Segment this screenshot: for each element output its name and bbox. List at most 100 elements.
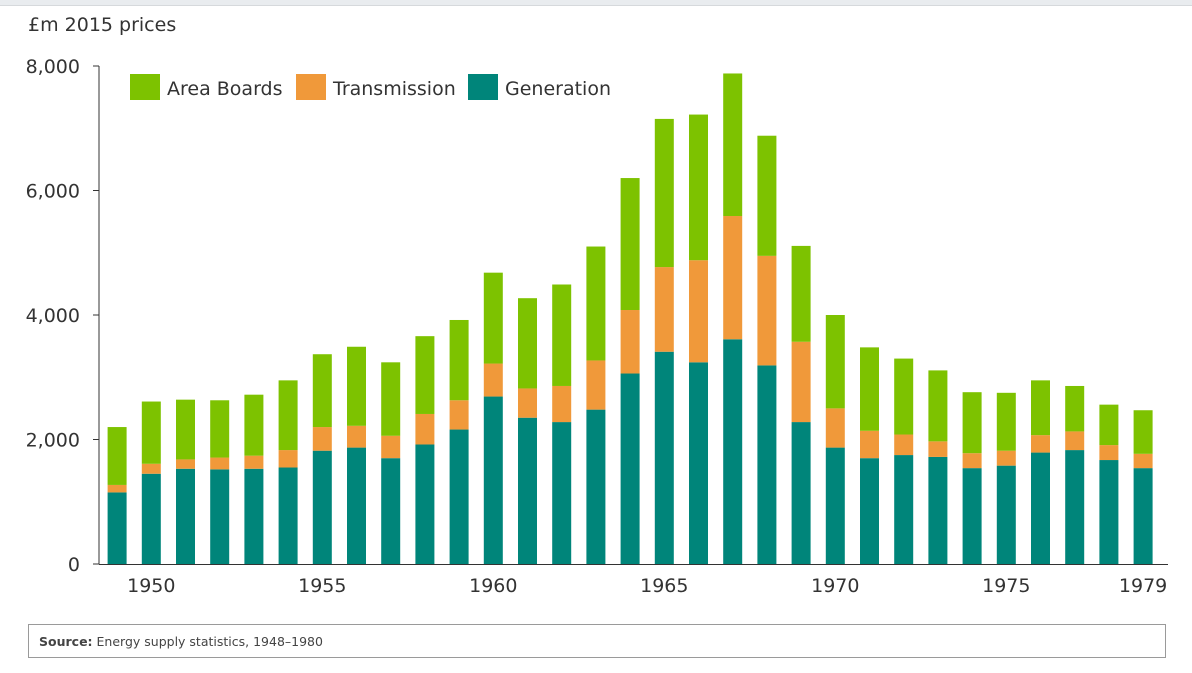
bar-area_boards-1955 [312,354,332,428]
bar-area_boards-1954 [278,380,298,451]
bar-generation-1979 [1133,468,1153,564]
bar-transmission-1968 [757,255,777,366]
bar-transmission-1979 [1133,453,1153,469]
bar-area_boards-1969 [791,245,811,342]
bar-generation-1959 [449,429,469,564]
bar-area_boards-1977 [1065,385,1085,432]
bar-transmission-1956 [347,425,366,448]
x-tick-label: 1979 [1119,575,1167,597]
legend-swatch-transmission [296,74,326,100]
legend: Area Boards Transmission Generation [130,74,611,100]
bar-area_boards-1958 [415,336,435,414]
bar-transmission-1954 [278,450,298,468]
bar-generation-1978 [1099,460,1119,564]
bar-generation-1952 [210,469,230,564]
bar-transmission-1961 [518,388,537,418]
bar-area_boards-1952 [210,400,230,458]
bar-generation-1950 [141,473,161,564]
bar-generation-1964 [620,373,640,564]
bar-transmission-1951 [176,459,195,469]
bar-area_boards-1956 [347,346,366,426]
bar-area_boards-1979 [1133,410,1153,454]
legend-label-area_boards: Area Boards [167,78,283,100]
bar-area_boards-1967 [723,73,743,217]
y-tick-label: 2,000 [26,430,80,452]
bar-transmission-1965 [654,267,674,352]
bar-generation-1955 [312,450,332,564]
bar-transmission-1963 [586,360,606,410]
bars-group [107,73,1153,564]
bar-transmission-1967 [723,216,743,340]
bar-transmission-1974 [962,453,982,469]
x-tick-label: 1975 [982,575,1030,597]
bar-area_boards-1950 [141,401,161,464]
legend-swatch-area_boards [130,74,160,100]
bar-generation-1963 [586,409,606,564]
bar-area_boards-1959 [449,319,469,401]
bar-transmission-1957 [381,435,401,459]
bar-generation-1960 [483,396,503,564]
bar-transmission-1960 [483,363,503,397]
bar-generation-1957 [381,458,401,564]
bar-area_boards-1968 [757,135,777,256]
source-text: Energy supply statistics, 1948–1980 [96,634,323,649]
bar-transmission-1959 [449,400,469,430]
x-tick-label: 1960 [469,575,517,597]
legend-label-generation: Generation [505,78,611,100]
bar-transmission-1976 [1031,435,1050,453]
bar-generation-1951 [176,468,195,564]
source-label: Source: [39,634,93,649]
bar-area_boards-1972 [894,358,914,435]
bar-generation-1958 [415,444,435,564]
bar-generation-1974 [962,468,982,564]
x-tick-label: 1955 [298,575,346,597]
bar-generation-1956 [347,447,366,564]
bar-area_boards-1976 [1031,380,1050,436]
legend-label-transmission: Transmission [332,78,456,100]
bar-generation-1975 [996,465,1016,564]
x-tick-label: 1950 [127,575,175,597]
bar-generation-1968 [757,365,777,564]
y-tick-label: 4,000 [26,305,80,327]
bar-area_boards-1975 [996,392,1016,451]
stacked-bar-chart: 0 2,000 4,000 6,000 8,000 1950 1955 1960 1965 197… [26,56,1168,597]
bar-area_boards-1951 [176,399,195,460]
bar-area_boards-1949 [107,427,127,485]
bar-area_boards-1965 [654,118,674,268]
bar-area_boards-1974 [962,392,982,454]
bar-transmission-1975 [996,450,1016,466]
legend-swatch-generation [468,74,498,100]
y-axis-unit-label: £m 2015 prices [28,14,177,36]
bar-transmission-1971 [860,430,879,459]
bar-area_boards-1978 [1099,404,1119,446]
bar-generation-1972 [894,455,914,564]
y-tick-label: 6,000 [26,181,80,203]
top-rule [0,0,1192,6]
bar-transmission-1966 [689,260,708,363]
bar-area_boards-1961 [518,298,537,389]
bar-area_boards-1973 [928,370,948,442]
bar-generation-1969 [791,422,811,564]
bar-generation-1977 [1065,450,1085,564]
x-tick-label: 1965 [640,575,688,597]
bar-generation-1949 [107,492,127,564]
bar-area_boards-1957 [381,362,401,436]
bar-generation-1976 [1031,452,1050,564]
bar-transmission-1964 [620,310,640,374]
bar-transmission-1977 [1065,431,1085,451]
y-tick-label: 0 [68,554,80,576]
source-note: Source: Energy supply statistics, 1948–1… [28,624,1166,658]
bar-generation-1973 [928,456,948,564]
bar-area_boards-1953 [244,394,264,456]
bar-generation-1954 [278,467,298,564]
bar-area_boards-1964 [620,178,640,311]
bar-transmission-1973 [928,441,948,457]
bar-area_boards-1971 [860,347,879,431]
bar-transmission-1978 [1099,445,1119,461]
bar-generation-1971 [860,458,879,564]
bar-transmission-1953 [244,455,264,469]
bar-transmission-1958 [415,413,435,445]
bar-area_boards-1966 [689,114,708,261]
x-tick-label: 1970 [811,575,859,597]
bar-transmission-1952 [210,457,230,470]
